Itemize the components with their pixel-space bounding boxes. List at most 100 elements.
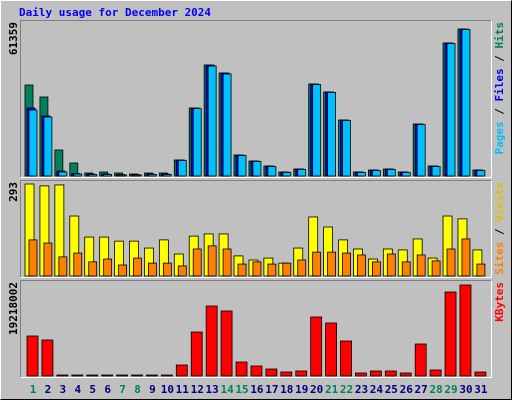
bar (116, 374, 128, 377)
bar (312, 84, 322, 177)
y-max-label: 19218002 (7, 282, 20, 335)
bar (297, 259, 307, 277)
bar (58, 256, 68, 277)
bar (220, 310, 233, 377)
bar (282, 172, 292, 177)
bar (342, 252, 351, 277)
x-tick-label: 27 (415, 383, 428, 396)
x-tick-label: 2 (45, 383, 52, 396)
bar (146, 374, 158, 377)
bar (295, 370, 308, 377)
bar (88, 174, 98, 177)
x-tick-label: 14 (220, 383, 234, 396)
bar (446, 43, 456, 177)
bar (444, 291, 457, 377)
bar (205, 305, 218, 377)
bar (41, 339, 54, 377)
bar (446, 248, 456, 277)
panel-edge (20, 280, 492, 378)
panel-edge (20, 180, 492, 278)
bar (416, 124, 426, 177)
x-tick-label: 17 (265, 383, 278, 396)
bar (162, 174, 172, 177)
x-tick-label: 16 (250, 383, 264, 396)
legend-separator: / (493, 222, 506, 242)
y-max-label: 61359 (7, 22, 20, 55)
bar (222, 248, 232, 277)
bar (237, 263, 247, 277)
x-tick-label: 30 (459, 383, 472, 396)
bar (192, 108, 202, 177)
bar (148, 262, 157, 277)
bar (265, 368, 278, 377)
bar (401, 261, 411, 277)
bar (177, 160, 187, 177)
x-tick-label: 29 (444, 383, 457, 396)
x-tick-label: 26 (400, 383, 414, 396)
x-tick-label: 8 (134, 383, 141, 396)
bar (207, 65, 217, 177)
x-tick-label: 13 (206, 383, 219, 396)
bar (282, 262, 292, 277)
bar (371, 170, 381, 177)
bar (431, 260, 441, 277)
bar (369, 370, 382, 377)
bar (103, 174, 113, 177)
bar (327, 92, 337, 177)
x-tick-label: 18 (280, 383, 293, 396)
bar (71, 374, 84, 377)
x-tick-label: 28 (429, 383, 442, 396)
bar (327, 251, 337, 277)
bar (325, 322, 338, 377)
bar (162, 262, 172, 277)
bar (252, 161, 262, 177)
bar (340, 340, 352, 377)
bar (43, 242, 53, 277)
x-tick-label: 11 (176, 383, 190, 396)
x-tick-label: 21 (325, 383, 339, 396)
x-tick-label: 5 (89, 383, 96, 396)
bar (43, 116, 53, 177)
bar (192, 248, 202, 277)
bar (207, 245, 217, 277)
bar (237, 155, 247, 177)
bar (461, 238, 471, 277)
legend-separator: / (493, 102, 506, 122)
bar (310, 316, 323, 377)
x-tick-label: 24 (370, 383, 384, 396)
bar (399, 372, 412, 377)
bar (118, 264, 127, 277)
x-tick-label: 4 (74, 383, 81, 396)
legend-separator: / (493, 49, 506, 69)
y-max-label: 293 (7, 182, 20, 202)
bar (222, 73, 232, 177)
bar (73, 173, 83, 177)
bar (386, 253, 396, 277)
bar (429, 369, 442, 377)
legend-entry: KBytes (493, 282, 506, 322)
bar (28, 109, 38, 177)
x-tick-label: 10 (161, 383, 174, 396)
legend-entry: Sites (493, 242, 506, 275)
bar (73, 252, 83, 277)
bar (401, 172, 411, 177)
bar (131, 374, 143, 377)
bar (86, 374, 99, 377)
bar (476, 263, 486, 277)
legend-entry: Visits (493, 182, 506, 222)
bar (371, 261, 381, 277)
bar (88, 261, 98, 277)
x-tick-label: 1 (30, 383, 37, 396)
legend: Pages / Files / Hits (493, 22, 506, 155)
panel-edge (20, 20, 492, 178)
panel-edge (20, 180, 492, 278)
bar (431, 166, 441, 177)
chart-title: Daily usage for December 2024 (19, 6, 211, 19)
legend: Sites / Visits (493, 182, 506, 275)
x-tick-label: 25 (385, 383, 398, 396)
bar (148, 174, 157, 177)
bar (267, 166, 277, 177)
bar (160, 374, 173, 377)
bar (461, 29, 471, 177)
